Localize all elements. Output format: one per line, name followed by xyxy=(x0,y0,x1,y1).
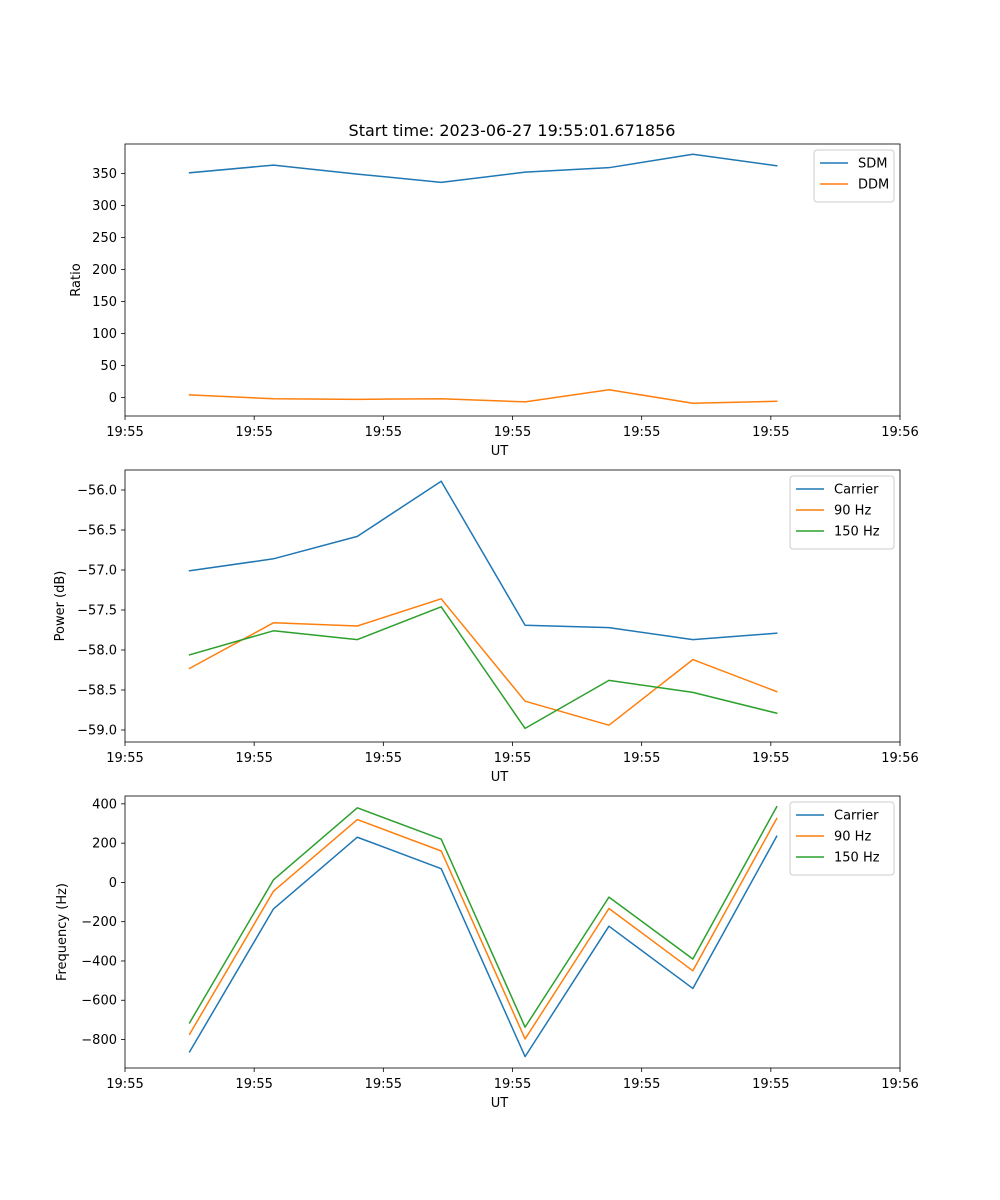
ratio-legend-label-2: DDM xyxy=(858,178,889,193)
frequency-series-line-1 xyxy=(188,835,778,1058)
power-legend-label-2: 90 Hz xyxy=(834,504,871,519)
ratio-y-tick-label: 350 xyxy=(92,167,117,182)
frequency-x-tick-label: 19:55 xyxy=(106,1077,143,1092)
ratio-x-tick-label: 19:56 xyxy=(881,425,918,440)
power-series-line-2 xyxy=(188,598,778,726)
power-series-line-3 xyxy=(188,606,778,730)
power-legend: Carrier 90 Hz 150 Hz xyxy=(789,475,895,550)
ratio-y-tick-label: 200 xyxy=(92,263,117,278)
frequency-y-axis-label: Frequency (Hz) xyxy=(55,883,70,981)
ratio-legend: SDM DDM xyxy=(813,149,895,203)
ratio-y-tick-label: 250 xyxy=(92,231,117,246)
ratio-x-tick-label: 19:55 xyxy=(106,425,143,440)
ratio-x-tick-label: 19:55 xyxy=(752,425,789,440)
frequency-x-tick-label: 19:55 xyxy=(365,1077,402,1092)
ratio-x-tick-label: 19:55 xyxy=(623,425,660,440)
ratio-series-line-1 xyxy=(188,153,778,184)
ratio-legend-label-1: SDM xyxy=(858,157,887,172)
frequency-legend: Carrier 90 Hz 150 Hz xyxy=(789,801,895,876)
power-y-tick-label: −57.0 xyxy=(77,564,117,579)
frequency-x-tick-label: 19:55 xyxy=(623,1077,660,1092)
frequency-x-axis-label: UT xyxy=(491,1096,509,1111)
power-legend-label-1: Carrier xyxy=(834,483,879,498)
power-x-tick-label: 19:55 xyxy=(365,751,402,766)
frequency-y-tick-label: 0 xyxy=(109,876,117,891)
frequency-y-tick-label: −400 xyxy=(81,954,117,969)
power-y-tick-label: −58.0 xyxy=(77,644,117,659)
frequency-legend-label-3: 150 Hz xyxy=(834,851,880,866)
ratio-y-axis-label: Ratio xyxy=(69,263,84,296)
power-chart: 19:55 19:55 19:55 19:55 19:55 19:55 19:56 −59.0… xyxy=(53,469,919,785)
frequency-series-line-2 xyxy=(188,817,778,1040)
frequency-y-tick-label: −600 xyxy=(81,994,117,1009)
frequency-chart: 19:55 19:55 19:55 19:55 19:55 19:55 19:56 −800 −… xyxy=(55,795,919,1111)
ratio-chart: 19:55 19:55 19:55 19:55 19:55 19:55 19:56 0 50 10… xyxy=(69,143,919,459)
ratio-y-tick-label: 50 xyxy=(100,359,117,374)
frequency-x-tick-label: 19:55 xyxy=(752,1077,789,1092)
power-x-tick-label: 19:55 xyxy=(106,751,143,766)
frequency-y-tick-label: −800 xyxy=(81,1033,117,1048)
frequency-legend-label-2: 90 Hz xyxy=(834,830,871,845)
ratio-x-tick-label: 19:55 xyxy=(365,425,402,440)
power-x-axis-label: UT xyxy=(491,770,509,785)
frequency-x-tick-label: 19:55 xyxy=(235,1077,272,1092)
power-series-line-1 xyxy=(188,480,778,641)
power-x-tick-label: 19:55 xyxy=(235,751,272,766)
frequency-y-tick-label: −200 xyxy=(81,915,117,930)
ratio-x-tick-label: 19:55 xyxy=(494,425,531,440)
frequency-x-tick-label: 19:56 xyxy=(881,1077,918,1092)
ratio-y-tick-label: 100 xyxy=(92,327,117,342)
power-x-tick-label: 19:56 xyxy=(881,751,918,766)
power-y-tick-label: −56.0 xyxy=(77,484,117,499)
frequency-legend-label-1: Carrier xyxy=(834,809,879,824)
ratio-x-tick-label: 19:55 xyxy=(235,425,272,440)
ratio-y-tick-label: 150 xyxy=(92,295,117,310)
power-y-tick-label: −56.5 xyxy=(77,524,117,539)
ratio-y-tick-label: 0 xyxy=(109,391,117,406)
figure-title: Start time: 2023-06-27 19:55:01.671856 xyxy=(349,121,676,140)
ratio-x-axis-label: UT xyxy=(491,444,509,459)
power-y-axis-label: Power (dB) xyxy=(53,571,68,642)
frequency-x-tick-label: 19:55 xyxy=(494,1077,531,1092)
ratio-y-tick-label: 300 xyxy=(92,199,117,214)
power-y-tick-label: −58.5 xyxy=(77,684,117,699)
power-x-tick-label: 19:55 xyxy=(494,751,531,766)
power-legend-label-3: 150 Hz xyxy=(834,525,880,540)
frequency-y-tick-label: 200 xyxy=(92,837,117,852)
frequency-series-line-3 xyxy=(188,805,778,1028)
power-y-tick-label: −59.0 xyxy=(77,724,117,739)
ratio-series-line-2 xyxy=(188,389,778,404)
power-x-tick-label: 19:55 xyxy=(752,751,789,766)
power-y-tick-label: −57.5 xyxy=(77,604,117,619)
power-x-tick-label: 19:55 xyxy=(623,751,660,766)
frequency-y-tick-label: 400 xyxy=(92,797,117,812)
